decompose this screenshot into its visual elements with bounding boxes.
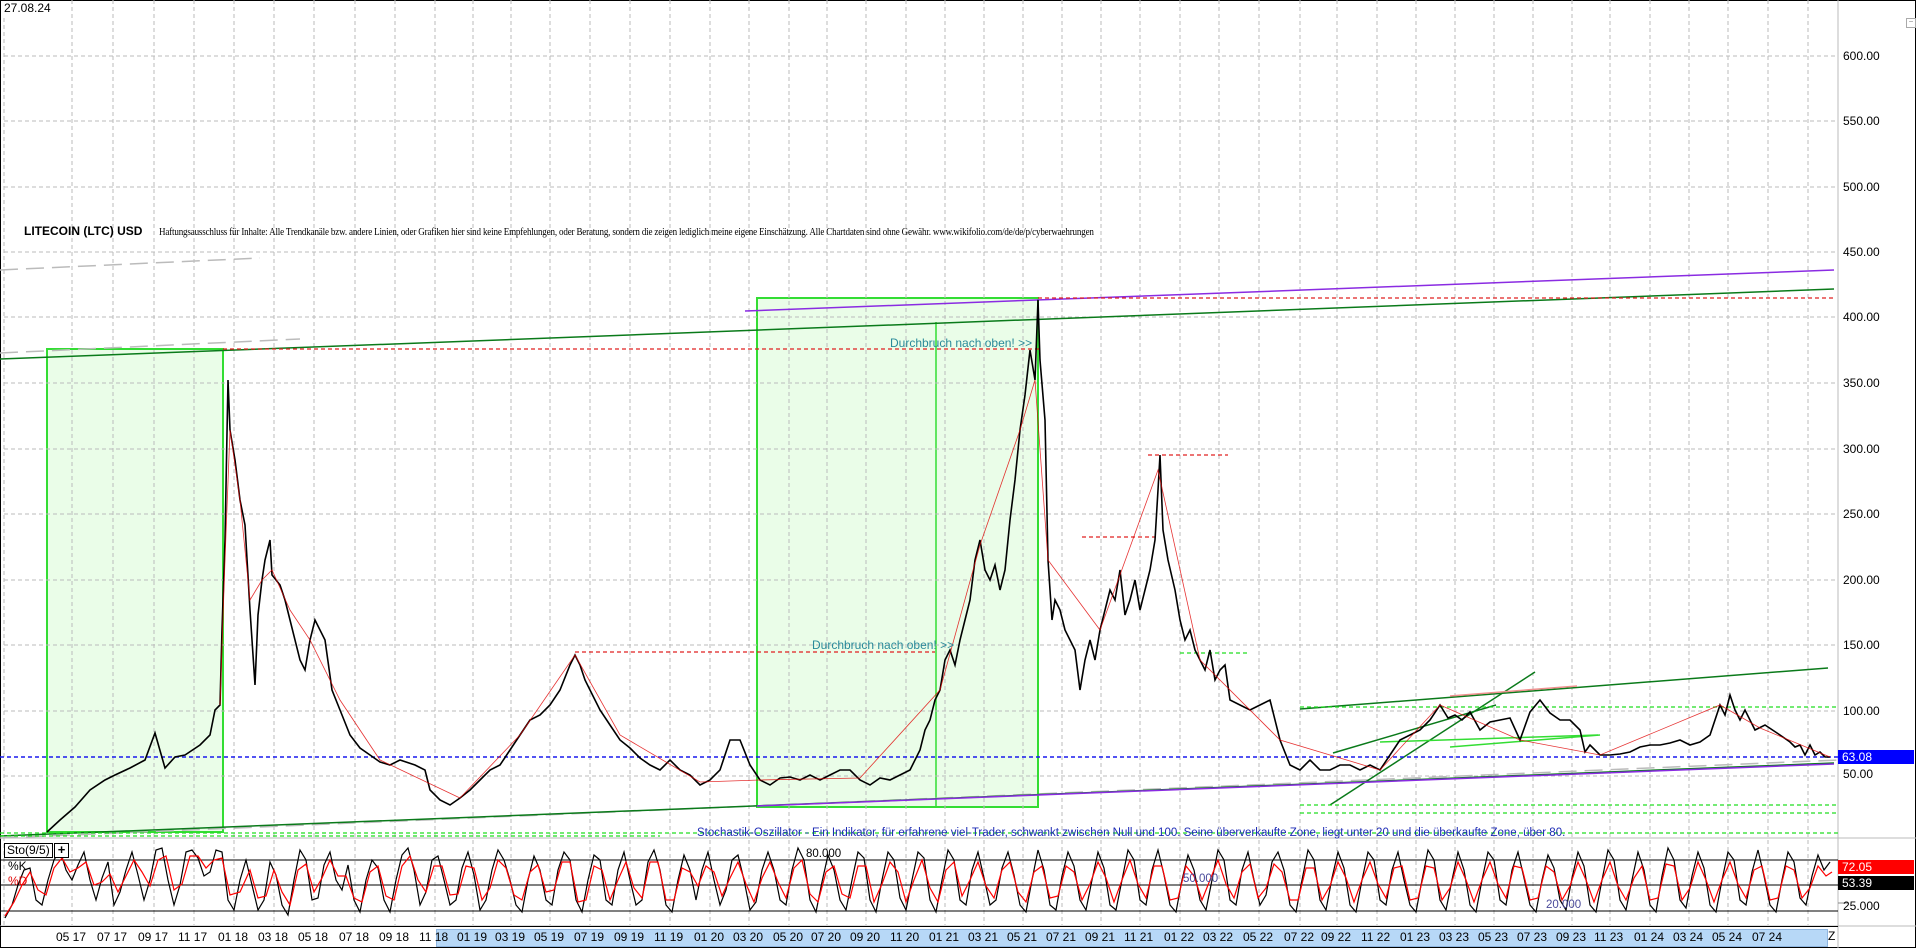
x-tick: 07 22	[1284, 930, 1315, 944]
breakout-annotation-2: Durchbruch nach oben! >>	[812, 638, 955, 652]
price-tick: 100.00	[1843, 704, 1880, 718]
x-tick: 05 20	[773, 930, 804, 944]
stochastic-description: Stochastik-Oszillator - Ein Indikator, f…	[697, 827, 1566, 839]
x-tick: 09 18	[379, 930, 410, 944]
x-tick: 07 17	[97, 930, 128, 944]
x-tick: 03 20	[733, 930, 764, 944]
price-tick: 300.00	[1843, 442, 1880, 456]
x-tick: 09 23	[1556, 930, 1587, 944]
collapse-icon[interactable]: −	[1906, 18, 1916, 28]
disclaimer-text: Haftungsausschluss für Inhalte: Alle Tre…	[158, 227, 1094, 238]
x-tick: 01 20	[694, 930, 725, 944]
x-tick: 09 19	[614, 930, 645, 944]
highlight-zone-2020	[756, 297, 1039, 808]
legend-d: %D	[8, 874, 28, 888]
x-tick: 11 20	[890, 930, 920, 944]
x-tick: 05 18	[298, 930, 329, 944]
price-tick: 50.00	[1843, 767, 1874, 781]
support-levels	[0, 652, 1838, 837]
x-tick: 05 21	[1007, 930, 1038, 944]
x-tick: 07 24	[1752, 930, 1783, 944]
x-tick: 03 21	[968, 930, 999, 944]
chart-date: 27.08.24	[4, 1, 51, 15]
add-indicator-plus-icon[interactable]: +	[54, 843, 69, 858]
x-tick: 11 18	[419, 930, 449, 944]
current-price-tag: 63.08	[1838, 750, 1914, 764]
x-tick: 05 22	[1243, 930, 1274, 944]
x-tick: 01 22	[1164, 930, 1195, 944]
x-tick: 11 17	[178, 930, 208, 944]
x-tick: 11 22	[1361, 930, 1391, 944]
x-tick: 09 20	[850, 930, 881, 944]
x-tick: 07 21	[1046, 930, 1077, 944]
price-tick: 250.00	[1843, 507, 1880, 521]
stochastic-k-line	[4, 846, 1831, 919]
x-tick: 07 20	[811, 930, 842, 944]
x-tick: 03 24	[1673, 930, 1704, 944]
resistance-levels	[223, 297, 1834, 653]
x-tick: 05 19	[534, 930, 565, 944]
x-tick: 09 21	[1085, 930, 1116, 944]
x-tick: 01 21	[929, 930, 960, 944]
price-tick: 550.00	[1843, 114, 1880, 128]
price-tick: 350.00	[1843, 376, 1880, 390]
x-tick: 11 21	[1124, 930, 1154, 944]
x-tick: 09 22	[1321, 930, 1352, 944]
x-tick: 03 22	[1203, 930, 1234, 944]
price-tick: 400.00	[1843, 310, 1880, 324]
time-axis-zoom-button[interactable]: Z	[1828, 929, 1836, 943]
time-axis[interactable]: 05 17 07 17 09 17 11 17 01 18 03 18 05 1…	[0, 926, 1838, 947]
stochastic-k-value-tag: 72.05	[1838, 860, 1914, 874]
stochastic-level-20: 20.000	[1546, 899, 1582, 911]
stochastic-d-value-tag: 53.39	[1838, 876, 1914, 890]
x-tick: 05 24	[1712, 930, 1743, 944]
x-tick: 01 19	[457, 930, 488, 944]
price-tick: 200.00	[1843, 573, 1880, 587]
x-tick: 07 23	[1517, 930, 1548, 944]
x-tick: 05 17	[56, 930, 87, 944]
breakout-annotation-1: Durchbruch nach oben! >>	[890, 336, 1033, 350]
x-tick: 11 23	[1594, 930, 1624, 944]
x-tick: 03 23	[1439, 930, 1470, 944]
stochastic-axis-tick: 25.000	[1843, 899, 1880, 913]
x-tick: 07 18	[339, 930, 370, 944]
x-tick: 01 23	[1400, 930, 1431, 944]
vertical-gridlines	[3, 0, 1809, 925]
x-tick: 03 18	[258, 930, 289, 944]
highlight-zone-2017	[46, 348, 224, 833]
stochastic-level-50: 50.000	[1183, 873, 1219, 885]
chart-title: LITECOIN (LTC) USD	[24, 224, 143, 238]
price-tick: 500.00	[1843, 180, 1880, 194]
time-axis-selection[interactable]	[436, 929, 1828, 947]
legend-k: %K	[8, 859, 27, 873]
x-tick: 01 18	[218, 930, 249, 944]
stochastic-level-80: 80.000	[806, 848, 842, 860]
x-tick: 11 19	[654, 930, 684, 944]
stochastic-indicator-label[interactable]: Sto(9/5)	[4, 843, 53, 858]
title-row: LITECOIN (LTC) USD Haftungsausschluss fü…	[24, 222, 1246, 240]
price-tick: 600.00	[1843, 49, 1880, 63]
purple-channel	[744, 269, 1835, 807]
price-tick: 450.00	[1843, 245, 1880, 259]
price-tick: 150.00	[1843, 638, 1880, 652]
x-tick: 03 19	[495, 930, 526, 944]
x-tick: 09 17	[138, 930, 169, 944]
x-tick: 05 23	[1478, 930, 1509, 944]
x-tick: 01 24	[1634, 930, 1665, 944]
x-tick: 07 19	[574, 930, 605, 944]
price-series	[46, 299, 1830, 833]
stochastic-d-line	[4, 854, 1833, 917]
